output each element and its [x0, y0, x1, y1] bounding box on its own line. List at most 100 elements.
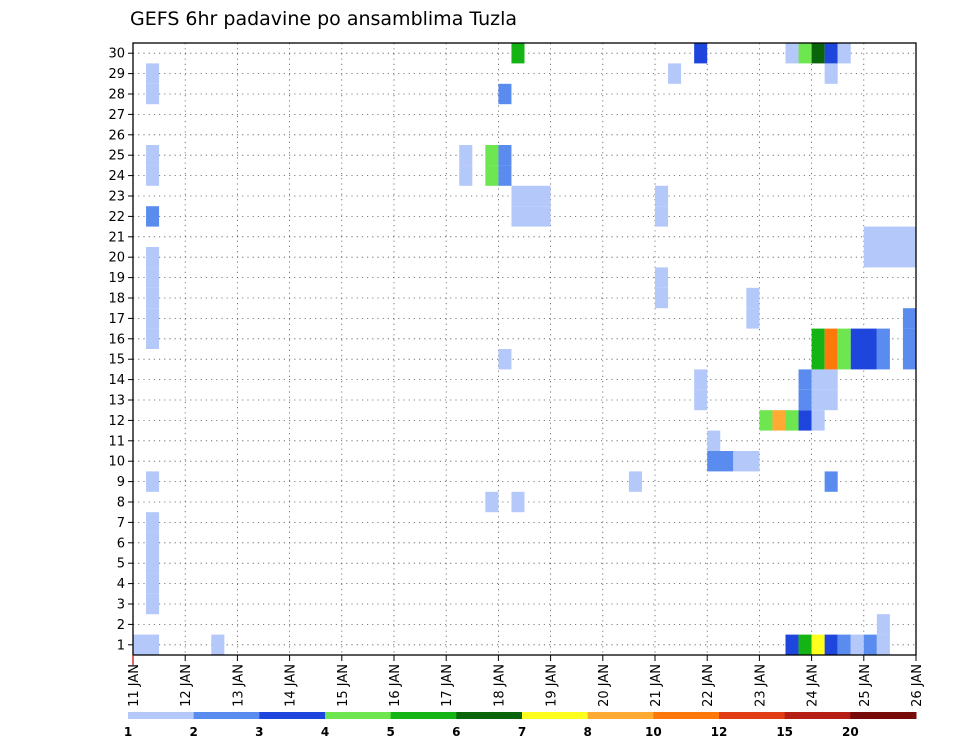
precip-cell	[824, 349, 838, 370]
precip-cell	[798, 369, 812, 390]
precip-cell	[133, 634, 147, 655]
precip-cell	[498, 145, 512, 166]
x-tick-label: 23 JAN	[753, 664, 768, 707]
precip-cell	[655, 206, 669, 227]
y-tick-label: 12	[108, 414, 125, 429]
precip-cell	[628, 471, 642, 492]
y-tick-label: 30	[108, 47, 125, 62]
y-tick-label: 18	[108, 292, 125, 307]
precip-cell	[694, 389, 708, 411]
colorbar-label: 20	[842, 725, 859, 739]
precip-cell	[146, 512, 160, 533]
precip-cell	[707, 430, 721, 451]
x-axis: 11 JAN 12 JAN 13 JAN 14 JAN 15 JAN 16 JAN 17 J…	[127, 655, 925, 707]
x-tick-label: 13 JAN	[231, 664, 246, 707]
precip-cell	[798, 410, 812, 431]
y-tick-label: 29	[108, 67, 125, 82]
x-tick-label: 11 JAN	[127, 664, 142, 707]
precip-cell	[707, 451, 734, 472]
colorbar: 1 2 3 4 5 6 7 8 10 12 15 20	[124, 712, 917, 739]
y-tick-label: 16	[108, 332, 125, 347]
colorbar-segment	[653, 712, 720, 719]
precip-cell	[785, 634, 799, 655]
precip-cell	[850, 328, 877, 349]
colorbar-label: 3	[255, 725, 263, 739]
precip-cell	[146, 206, 160, 227]
colorbar-label: 10	[645, 725, 662, 739]
y-tick-label: 3	[117, 598, 125, 613]
x-tick-label: 17 JAN	[440, 664, 455, 707]
y-tick-label: 23	[108, 190, 125, 205]
x-tick-label: 24 JAN	[806, 664, 821, 707]
precip-cell	[694, 369, 708, 390]
y-tick-label: 6	[117, 536, 125, 551]
x-tick-label: 19 JAN	[545, 664, 560, 707]
colorbar-label: 7	[518, 725, 526, 739]
y-tick-label: 7	[117, 516, 125, 531]
y-axis: 1234567891011121314151617181920212223242…	[108, 47, 133, 653]
precip-cell	[498, 83, 512, 105]
precip-cell	[837, 634, 851, 655]
y-tick-label: 22	[108, 210, 125, 225]
precip-cell	[824, 471, 838, 492]
precip-cell	[850, 634, 864, 655]
y-tick-label: 21	[108, 230, 125, 245]
colorbar-label: 5	[386, 725, 394, 739]
precip-cell	[798, 634, 812, 655]
precip-cell	[824, 63, 838, 84]
precip-cell	[746, 308, 760, 329]
y-tick-label: 2	[117, 618, 125, 633]
precip-cell	[459, 165, 473, 186]
precip-cell	[146, 593, 160, 615]
precip-cell	[498, 349, 512, 370]
y-tick-label: 10	[108, 455, 125, 470]
precip-cell	[211, 634, 225, 655]
y-tick-label: 20	[108, 251, 125, 266]
precip-cell	[668, 63, 682, 84]
x-tick-label: 16 JAN	[388, 664, 403, 707]
precip-cell	[459, 145, 473, 166]
precip-cell	[798, 43, 812, 64]
precip-cell	[146, 471, 160, 492]
data-cells	[133, 43, 916, 655]
precip-cell	[485, 165, 499, 186]
colorbar-label: 6	[452, 725, 460, 739]
colorbar-segment	[456, 712, 523, 719]
precip-cell	[733, 451, 760, 472]
colorbar-segment	[719, 712, 786, 719]
precip-cell	[146, 145, 160, 166]
precip-cell	[511, 185, 551, 207]
precip-cell	[798, 389, 812, 411]
precip-cell	[146, 267, 160, 288]
colorbar-label: 12	[711, 725, 728, 739]
colorbar-segment	[193, 712, 260, 719]
y-tick-label: 14	[108, 373, 125, 388]
precip-cell	[811, 389, 838, 411]
precip-cell	[146, 532, 160, 553]
y-tick-label: 24	[108, 169, 125, 184]
precip-cell	[485, 145, 499, 166]
precip-cell	[146, 83, 160, 105]
y-tick-label: 27	[108, 108, 125, 123]
colorbar-label: 1	[124, 725, 132, 739]
y-tick-label: 17	[108, 312, 125, 327]
y-tick-label: 13	[108, 394, 125, 409]
y-tick-label: 26	[108, 128, 125, 143]
colorbar-segment	[128, 712, 195, 719]
x-tick-label: 21 JAN	[649, 664, 664, 707]
precip-cell	[759, 410, 773, 431]
colorbar-label: 4	[321, 725, 329, 739]
precip-cell	[511, 206, 551, 227]
x-tick-label: 18 JAN	[492, 664, 507, 707]
precip-cell	[511, 43, 525, 64]
y-tick-label: 8	[117, 496, 125, 511]
precip-cell	[785, 410, 799, 431]
precip-cell	[824, 43, 838, 64]
precip-cell	[876, 328, 890, 349]
precip-cell	[863, 247, 916, 268]
precip-cell	[811, 328, 825, 349]
colorbar-label: 8	[583, 725, 591, 739]
precip-cell	[511, 491, 525, 513]
precip-cell	[837, 328, 851, 349]
